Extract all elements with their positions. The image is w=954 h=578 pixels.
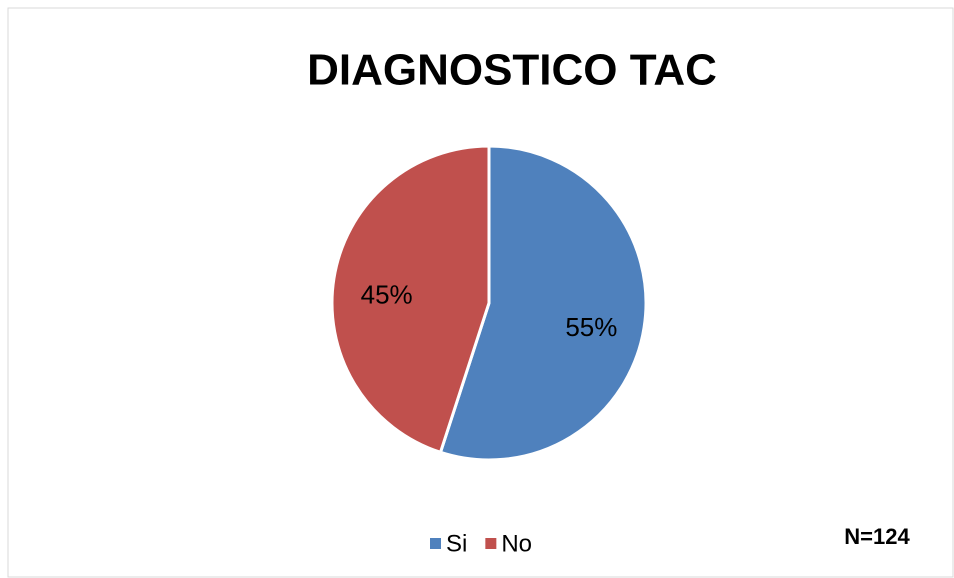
data-label: 45% <box>361 280 413 310</box>
data-label: 55% <box>565 312 617 342</box>
legend-label: No <box>501 530 532 557</box>
legend-swatch <box>430 538 441 549</box>
legend-swatch <box>485 538 497 549</box>
pie-slice <box>330 144 491 455</box>
pie-slice <box>438 144 648 462</box>
chart-title: DIAGNOSTICO TAC <box>307 46 717 95</box>
annotation: N=124 <box>844 524 910 549</box>
legend-label: Si <box>446 530 467 557</box>
